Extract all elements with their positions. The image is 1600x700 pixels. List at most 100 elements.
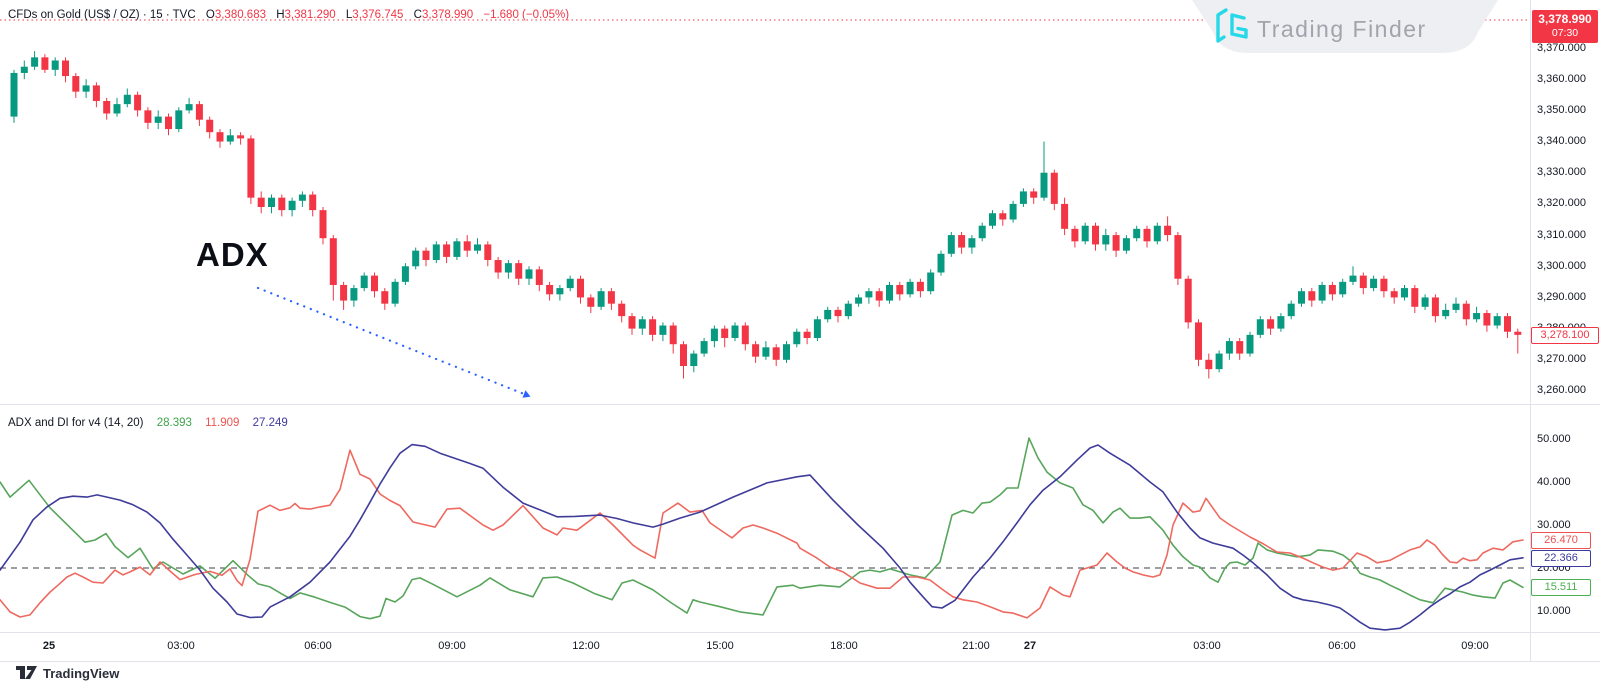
candle bbox=[1102, 235, 1110, 245]
candle bbox=[834, 309, 842, 317]
candle bbox=[463, 241, 471, 251]
time-axis-label: 12:00 bbox=[572, 640, 600, 652]
candle bbox=[875, 291, 883, 301]
trading-finder-watermark: Trading Finder bbox=[1192, 0, 1498, 53]
candle bbox=[1133, 228, 1141, 239]
candle bbox=[484, 244, 492, 261]
candle bbox=[371, 275, 378, 292]
indicator-legend[interactable]: ADX and DI for v4 (14, 20) 28.393 11.909… bbox=[8, 417, 288, 429]
candle bbox=[762, 347, 770, 357]
time-axis-bottom-border bbox=[0, 661, 1600, 662]
candle bbox=[1122, 238, 1130, 251]
candle bbox=[813, 319, 821, 338]
candle bbox=[247, 138, 255, 198]
candle bbox=[1030, 191, 1038, 198]
candle bbox=[1256, 319, 1264, 335]
green-di-line bbox=[0, 437, 1524, 620]
candle bbox=[556, 288, 564, 295]
candle bbox=[1370, 278, 1378, 289]
candle bbox=[1246, 334, 1254, 354]
time-axis-label: 06:00 bbox=[1328, 640, 1356, 652]
adx-annotation-arrow bbox=[256, 286, 526, 396]
panel-separator[interactable] bbox=[0, 404, 1600, 405]
candle bbox=[700, 341, 708, 354]
candle bbox=[1452, 303, 1460, 310]
candle bbox=[1298, 291, 1305, 304]
candle bbox=[41, 57, 49, 70]
candle bbox=[391, 281, 399, 304]
candle bbox=[350, 288, 358, 301]
price-axis-label: 3,260.000 bbox=[1537, 384, 1586, 397]
adx-navy-line bbox=[0, 443, 1524, 631]
candle bbox=[1267, 319, 1275, 329]
candle bbox=[1349, 275, 1357, 282]
candle bbox=[1442, 309, 1450, 317]
candle bbox=[1308, 291, 1316, 301]
candle bbox=[1359, 275, 1367, 289]
candle bbox=[20, 66, 28, 73]
candle bbox=[1061, 203, 1069, 229]
candle bbox=[1143, 228, 1151, 242]
candle bbox=[906, 281, 914, 295]
close-label: C bbox=[413, 9, 422, 21]
candle bbox=[103, 101, 111, 114]
open-label: O bbox=[205, 9, 215, 21]
indicator-axis-label: 10.000 bbox=[1537, 604, 1571, 617]
candle bbox=[51, 60, 59, 70]
candle bbox=[669, 325, 677, 345]
candle bbox=[1225, 341, 1233, 354]
candle bbox=[381, 291, 389, 304]
indicator-title[interactable]: ADX and DI for v4 (14, 20) bbox=[8, 417, 144, 429]
indicator-axis-label: 50.000 bbox=[1537, 432, 1571, 445]
candle bbox=[1421, 297, 1429, 307]
last-price-badge[interactable]: 3,378.990 07:30 bbox=[1532, 10, 1598, 44]
candle bbox=[1380, 278, 1388, 292]
candle bbox=[916, 281, 924, 292]
price-axis-label: 3,290.000 bbox=[1537, 290, 1586, 303]
time-axis-label: 25 bbox=[42, 640, 56, 652]
candle bbox=[824, 309, 832, 320]
candle bbox=[1164, 225, 1172, 236]
candle bbox=[731, 325, 739, 338]
candle bbox=[288, 200, 296, 211]
candle bbox=[1401, 288, 1408, 298]
candle bbox=[999, 213, 1007, 220]
candle bbox=[1009, 203, 1017, 220]
candle bbox=[319, 210, 327, 239]
candle bbox=[566, 278, 574, 289]
candle bbox=[690, 353, 698, 367]
tradingview-attribution[interactable]: TradingView bbox=[16, 665, 119, 681]
watermark-banner-shape bbox=[1192, 0, 1498, 53]
candle bbox=[546, 284, 554, 295]
symbol-title[interactable]: CFDs on Gold (US$ / OZ) · 15 · TVC bbox=[8, 9, 196, 21]
marked-price-label: 3,278.100 bbox=[1531, 327, 1599, 344]
change-value: −1.680 (−0.05%) bbox=[483, 9, 570, 21]
candle bbox=[783, 344, 790, 360]
candle bbox=[175, 110, 183, 130]
candle bbox=[1493, 316, 1501, 326]
price-axis-label: 3,360.000 bbox=[1537, 72, 1586, 85]
candle bbox=[1184, 278, 1192, 323]
red-di-line bbox=[0, 449, 1524, 619]
candle bbox=[401, 266, 409, 282]
candle bbox=[494, 260, 502, 273]
candle bbox=[886, 284, 893, 301]
price-axis-label: 3,310.000 bbox=[1537, 228, 1586, 241]
price-axis-label: 3,320.000 bbox=[1537, 197, 1586, 210]
candle bbox=[82, 85, 90, 92]
candle bbox=[989, 213, 996, 226]
candle bbox=[237, 135, 245, 139]
candle bbox=[1483, 313, 1491, 326]
price-axis-label: 3,370.000 bbox=[1537, 41, 1586, 54]
candle bbox=[257, 197, 265, 208]
candle bbox=[1081, 225, 1089, 242]
symbol-ohlc-header[interactable]: CFDs on Gold (US$ / OZ) · 15 · TVC O3,38… bbox=[8, 9, 569, 21]
candle bbox=[1019, 191, 1027, 204]
candle bbox=[803, 331, 811, 338]
price-axis-label: 3,350.000 bbox=[1537, 103, 1586, 116]
candle bbox=[1071, 228, 1079, 242]
candle bbox=[195, 104, 203, 120]
candle bbox=[1514, 331, 1522, 335]
indicator-red-value: 11.909 bbox=[205, 417, 240, 429]
